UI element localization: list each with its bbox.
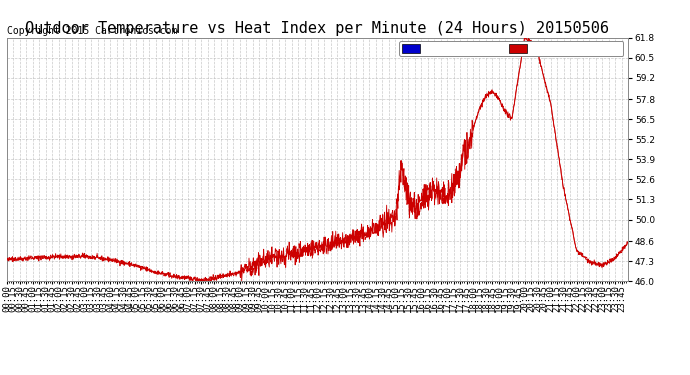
Legend: Heat Index  (°F), Temperature  (°F): Heat Index (°F), Temperature (°F) xyxy=(399,41,623,56)
Text: Copyright 2015 Cartronics.com: Copyright 2015 Cartronics.com xyxy=(7,26,177,36)
Title: Outdoor Temperature vs Heat Index per Minute (24 Hours) 20150506: Outdoor Temperature vs Heat Index per Mi… xyxy=(26,21,609,36)
